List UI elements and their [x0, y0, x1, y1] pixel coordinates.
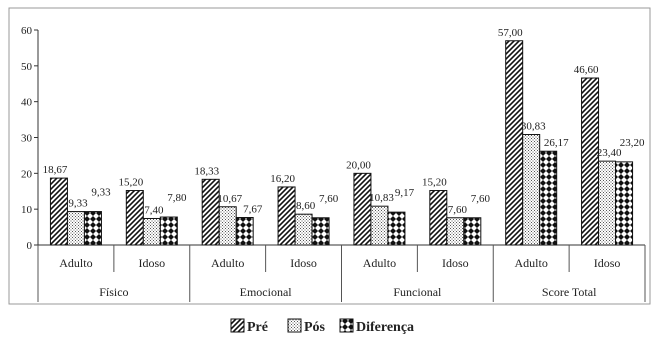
y-tick-label: 30 [21, 133, 33, 145]
bar [505, 40, 524, 246]
bar [277, 186, 296, 246]
bar [235, 217, 254, 246]
legend-label: Pós [304, 320, 326, 335]
bar [294, 213, 313, 246]
bar [387, 211, 406, 246]
data-label: 9,33 [68, 198, 88, 210]
y-tick-label: 20 [21, 168, 33, 180]
bar [598, 160, 617, 246]
bar [522, 134, 541, 246]
data-label: 18,67 [43, 164, 68, 176]
bar [370, 205, 389, 246]
bar [615, 161, 634, 246]
data-label: 15,20 [118, 177, 143, 189]
data-label: 16,20 [270, 173, 295, 185]
group-label: Funcional [393, 285, 442, 299]
data-label: 57,00 [498, 27, 523, 39]
group-label: Score Total [542, 285, 597, 299]
data-label: 10,83 [369, 192, 394, 204]
data-label: 7,80 [167, 192, 187, 204]
category-label: Idoso [442, 256, 469, 270]
legend-swatch [339, 318, 354, 333]
data-label: 26,17 [544, 137, 569, 149]
data-label: 23,40 [597, 147, 622, 159]
data-label: 7,67 [243, 204, 263, 216]
bar [218, 206, 237, 246]
data-label: 30,83 [521, 121, 546, 133]
data-labels: 18,67 9,339,33 15,20 7,407,80 18,33 10,677,67… [43, 27, 645, 217]
bar [125, 190, 144, 246]
y-tick-label: 50 [21, 61, 33, 73]
category-label: Adulto [59, 256, 92, 270]
bar [539, 150, 558, 246]
category-label: Adulto [211, 256, 244, 270]
data-label: 8,60 [296, 200, 316, 212]
bar [311, 217, 330, 246]
data-label: 15,20 [422, 177, 447, 189]
data-label: 7,40 [144, 204, 164, 216]
data-label: 7,60 [319, 193, 339, 205]
bar [463, 217, 482, 246]
data-label: 46,60 [574, 64, 599, 76]
legend-swatch [287, 318, 302, 333]
data-label: 10,67 [217, 193, 242, 205]
bar [83, 211, 102, 246]
legend-label: Diferença [356, 320, 414, 335]
data-label: 9,17 [395, 187, 415, 199]
bar [353, 172, 372, 246]
data-label: 9,33 [91, 187, 111, 199]
bar [201, 178, 220, 246]
bar [49, 177, 68, 246]
category-label: Adulto [515, 256, 548, 270]
bar [429, 190, 448, 246]
bar [446, 217, 465, 246]
bar [142, 217, 161, 246]
bars [49, 40, 634, 246]
category-label: Idoso [594, 256, 621, 270]
data-label: 18,33 [194, 165, 219, 177]
y-tick-label: 60 [21, 25, 33, 37]
group-label: Emocional [240, 285, 293, 299]
y-tick-label: 0 [27, 240, 33, 252]
data-label: 7,60 [448, 204, 468, 216]
legend-swatch [230, 318, 245, 333]
legend-label: Pré [247, 320, 268, 335]
legend: Pré Pós Diferença [230, 318, 414, 335]
bar [66, 211, 85, 246]
data-label: 7,60 [471, 193, 491, 205]
category-label: Adulto [363, 256, 396, 270]
y-tick-label: 40 [21, 97, 33, 109]
category-label: Idoso [138, 256, 165, 270]
data-label: 20,00 [346, 159, 371, 171]
category-label: Idoso [290, 256, 317, 270]
group-label: Físico [99, 285, 128, 299]
bar [159, 216, 178, 246]
x-axis-labels: Adulto Idoso Adulto Idoso Adulto Idoso Adulto I… [37, 245, 646, 302]
chart-frame [8, 7, 651, 305]
data-label: 23,20 [620, 137, 645, 149]
y-tick-label: 10 [21, 204, 33, 216]
bar [581, 77, 600, 246]
